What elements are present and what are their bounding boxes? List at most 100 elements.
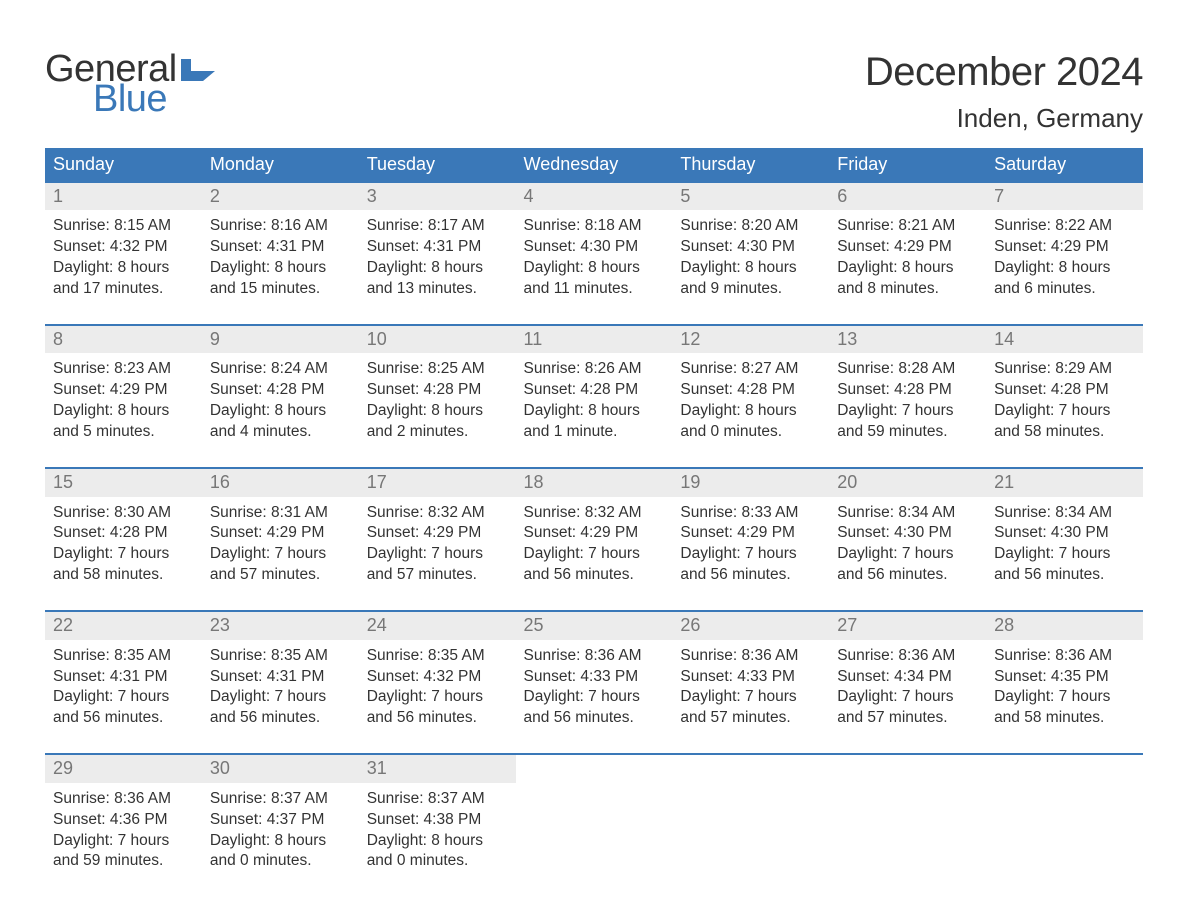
sunset-text: Sunset: 4:28 PM: [210, 380, 351, 401]
weekday-header: Monday: [202, 148, 359, 182]
day-number: 22: [45, 612, 202, 639]
day-details: Sunrise: 8:35 AMSunset: 4:31 PMDaylight:…: [45, 640, 202, 754]
sunset-text: Sunset: 4:37 PM: [210, 810, 351, 831]
weekday-header-row: Sunday Monday Tuesday Wednesday Thursday…: [45, 148, 1143, 182]
dl1-text: Daylight: 7 hours: [680, 544, 821, 565]
sunrise-text: Sunrise: 8:37 AM: [367, 789, 508, 810]
day-details: Sunrise: 8:25 AMSunset: 4:28 PMDaylight:…: [359, 353, 516, 467]
dl2-text: and 59 minutes.: [837, 422, 978, 443]
sunrise-text: Sunrise: 8:33 AM: [680, 503, 821, 524]
day-number: 5: [672, 183, 829, 210]
day-details: Sunrise: 8:34 AMSunset: 4:30 PMDaylight:…: [986, 497, 1143, 611]
dl2-text: and 58 minutes.: [994, 422, 1135, 443]
day-number: 13: [829, 326, 986, 353]
calendar-day-cell: 8Sunrise: 8:23 AMSunset: 4:29 PMDaylight…: [45, 325, 202, 468]
dl2-text: and 4 minutes.: [210, 422, 351, 443]
calendar-day-cell: 24Sunrise: 8:35 AMSunset: 4:32 PMDayligh…: [359, 611, 516, 754]
day-number: 30: [202, 755, 359, 782]
sunset-text: Sunset: 4:29 PM: [994, 237, 1135, 258]
calendar-day-cell: 1Sunrise: 8:15 AMSunset: 4:32 PMDaylight…: [45, 182, 202, 325]
day-number: 28: [986, 612, 1143, 639]
sunset-text: Sunset: 4:33 PM: [680, 667, 821, 688]
sunset-text: Sunset: 4:29 PM: [210, 523, 351, 544]
dl2-text: and 58 minutes.: [53, 565, 194, 586]
dl2-text: and 2 minutes.: [367, 422, 508, 443]
location-label: Inden, Germany: [865, 103, 1143, 134]
dl1-text: Daylight: 8 hours: [210, 258, 351, 279]
day-details: Sunrise: 8:23 AMSunset: 4:29 PMDaylight:…: [45, 353, 202, 467]
dl1-text: Daylight: 8 hours: [367, 258, 508, 279]
dl1-text: Daylight: 7 hours: [837, 544, 978, 565]
dl2-text: and 9 minutes.: [680, 279, 821, 300]
day-number: 4: [516, 183, 673, 210]
calendar-day-cell: 14Sunrise: 8:29 AMSunset: 4:28 PMDayligh…: [986, 325, 1143, 468]
dl1-text: Daylight: 7 hours: [837, 401, 978, 422]
calendar-day-cell: 19Sunrise: 8:33 AMSunset: 4:29 PMDayligh…: [672, 468, 829, 611]
calendar-day-cell: 30Sunrise: 8:37 AMSunset: 4:37 PMDayligh…: [202, 754, 359, 896]
dl1-text: Daylight: 7 hours: [53, 831, 194, 852]
day-details: Sunrise: 8:36 AMSunset: 4:34 PMDaylight:…: [829, 640, 986, 754]
dl1-text: Daylight: 7 hours: [680, 687, 821, 708]
day-details: Sunrise: 8:33 AMSunset: 4:29 PMDaylight:…: [672, 497, 829, 611]
dl1-text: Daylight: 8 hours: [367, 401, 508, 422]
calendar-week-row: 1Sunrise: 8:15 AMSunset: 4:32 PMDaylight…: [45, 182, 1143, 325]
sunset-text: Sunset: 4:28 PM: [680, 380, 821, 401]
sunset-text: Sunset: 4:28 PM: [367, 380, 508, 401]
day-details: Sunrise: 8:17 AMSunset: 4:31 PMDaylight:…: [359, 210, 516, 324]
day-number: 7: [986, 183, 1143, 210]
sunrise-text: Sunrise: 8:35 AM: [367, 646, 508, 667]
dl1-text: Daylight: 8 hours: [53, 401, 194, 422]
sunrise-text: Sunrise: 8:32 AM: [367, 503, 508, 524]
dl2-text: and 0 minutes.: [367, 851, 508, 872]
sunset-text: Sunset: 4:31 PM: [210, 667, 351, 688]
sunset-text: Sunset: 4:31 PM: [210, 237, 351, 258]
sunset-text: Sunset: 4:35 PM: [994, 667, 1135, 688]
dl1-text: Daylight: 7 hours: [367, 687, 508, 708]
dl2-text: and 1 minute.: [524, 422, 665, 443]
calendar-day-cell: 13Sunrise: 8:28 AMSunset: 4:28 PMDayligh…: [829, 325, 986, 468]
dl1-text: Daylight: 8 hours: [680, 258, 821, 279]
calendar-day-cell: 22Sunrise: 8:35 AMSunset: 4:31 PMDayligh…: [45, 611, 202, 754]
dl2-text: and 56 minutes.: [837, 565, 978, 586]
calendar-day-cell: 25Sunrise: 8:36 AMSunset: 4:33 PMDayligh…: [516, 611, 673, 754]
day-number: 29: [45, 755, 202, 782]
sunrise-text: Sunrise: 8:25 AM: [367, 359, 508, 380]
day-details: Sunrise: 8:36 AMSunset: 4:33 PMDaylight:…: [672, 640, 829, 754]
sunset-text: Sunset: 4:29 PM: [680, 523, 821, 544]
sunset-text: Sunset: 4:29 PM: [524, 523, 665, 544]
sunrise-text: Sunrise: 8:22 AM: [994, 216, 1135, 237]
day-details: Sunrise: 8:20 AMSunset: 4:30 PMDaylight:…: [672, 210, 829, 324]
dl1-text: Daylight: 8 hours: [210, 401, 351, 422]
calendar-day-cell: 15Sunrise: 8:30 AMSunset: 4:28 PMDayligh…: [45, 468, 202, 611]
dl1-text: Daylight: 7 hours: [837, 687, 978, 708]
sunrise-text: Sunrise: 8:18 AM: [524, 216, 665, 237]
day-number: 2: [202, 183, 359, 210]
dl2-text: and 56 minutes.: [367, 708, 508, 729]
dl1-text: Daylight: 8 hours: [680, 401, 821, 422]
sunset-text: Sunset: 4:31 PM: [367, 237, 508, 258]
day-number: 26: [672, 612, 829, 639]
day-number: 12: [672, 326, 829, 353]
sunrise-text: Sunrise: 8:36 AM: [994, 646, 1135, 667]
day-number: 10: [359, 326, 516, 353]
day-details: Sunrise: 8:31 AMSunset: 4:29 PMDaylight:…: [202, 497, 359, 611]
calendar-day-cell: 9Sunrise: 8:24 AMSunset: 4:28 PMDaylight…: [202, 325, 359, 468]
sunrise-text: Sunrise: 8:36 AM: [837, 646, 978, 667]
day-details: Sunrise: 8:37 AMSunset: 4:37 PMDaylight:…: [202, 783, 359, 897]
calendar-day-cell: 16Sunrise: 8:31 AMSunset: 4:29 PMDayligh…: [202, 468, 359, 611]
calendar-week-row: 8Sunrise: 8:23 AMSunset: 4:29 PMDaylight…: [45, 325, 1143, 468]
dl2-text: and 11 minutes.: [524, 279, 665, 300]
dl1-text: Daylight: 7 hours: [994, 544, 1135, 565]
day-number: 21: [986, 469, 1143, 496]
dl1-text: Daylight: 8 hours: [837, 258, 978, 279]
dl1-text: Daylight: 7 hours: [210, 544, 351, 565]
dl2-text: and 56 minutes.: [994, 565, 1135, 586]
calendar-day-cell: 23Sunrise: 8:35 AMSunset: 4:31 PMDayligh…: [202, 611, 359, 754]
calendar-day-cell: [829, 754, 986, 896]
sunset-text: Sunset: 4:38 PM: [367, 810, 508, 831]
calendar-day-cell: 5Sunrise: 8:20 AMSunset: 4:30 PMDaylight…: [672, 182, 829, 325]
dl1-text: Daylight: 8 hours: [994, 258, 1135, 279]
sunset-text: Sunset: 4:32 PM: [53, 237, 194, 258]
day-details: Sunrise: 8:30 AMSunset: 4:28 PMDaylight:…: [45, 497, 202, 611]
dl2-text: and 5 minutes.: [53, 422, 194, 443]
